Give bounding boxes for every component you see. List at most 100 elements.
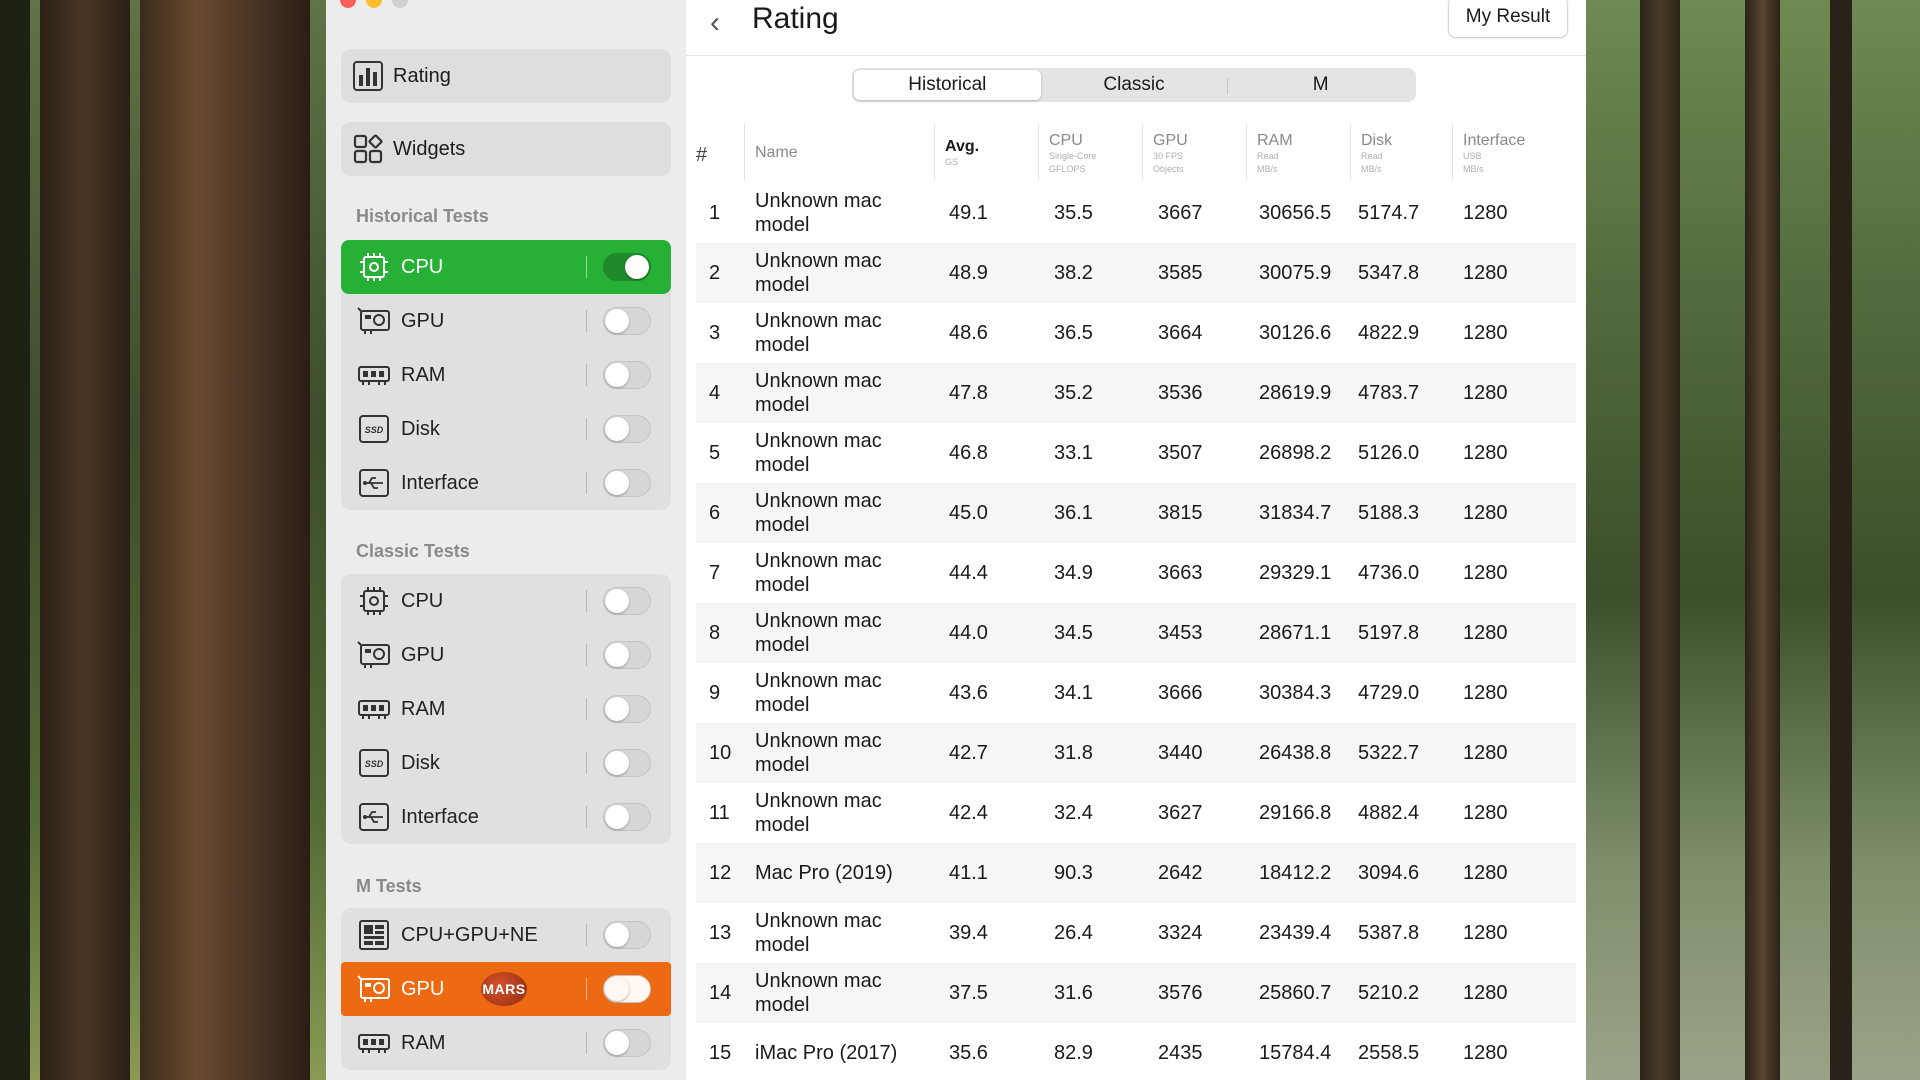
classic-cpu[interactable]: CPU [341,574,671,628]
toggle-switch[interactable] [603,1029,651,1057]
toggle-knob [605,309,629,333]
column-header-cpu[interactable]: CPU Single-Core GFLOPS [1038,124,1142,180]
toggle-switch[interactable] [603,695,651,723]
interface-cell: 1280 [1463,861,1508,884]
tree-trunk [1640,0,1680,1080]
ram-cell: 18412.2 [1259,861,1332,884]
column-header-name[interactable]: Name [744,124,934,180]
avg-cell: 37.5 [949,981,988,1004]
classic-ram[interactable]: RAM [341,682,671,736]
nav-rating[interactable]: Rating [341,49,671,103]
interface-cell: 1280 [1463,201,1508,224]
cpu-cell: 31.8 [1054,741,1093,764]
disk-cell: 4882.4 [1358,801,1420,824]
avg-cell: 41.1 [949,861,988,884]
tab-historical[interactable]: Historical [854,70,1041,100]
cpu-cell: 34.1 [1054,681,1093,704]
table-row[interactable]: 10 Unknown mac model 42.7 31.8 3440 26438.8 53… [696,723,1576,783]
divider [586,978,587,1000]
column-header-rank[interactable]: # [696,124,746,180]
m-gpu[interactable]: GPU MARS [341,962,671,1016]
avg-cell: 46.8 [949,441,988,464]
toggle-switch[interactable] [603,975,651,1003]
toggle-switch[interactable] [603,415,651,443]
cpu-cell: 31.6 [1054,981,1093,1004]
minimize-button[interactable] [366,0,382,8]
cpu-cell: 26.4 [1054,921,1093,944]
svg-text:SSD: SSD [365,425,384,435]
cpu-cell: 34.5 [1054,621,1093,644]
historical-gpu[interactable]: GPU [341,294,671,348]
table-row[interactable]: 8 Unknown mac model 44.0 34.5 3453 28671.1 519… [696,603,1576,663]
toggle-switch[interactable] [603,749,651,777]
table-row[interactable]: 12 Mac Pro (2019) 41.1 90.3 2642 18412.2 3094.… [696,843,1576,903]
cpu-cell: 33.1 [1054,441,1093,464]
column-header-avg[interactable]: Avg. GS [934,124,1038,180]
interface-cell: 1280 [1463,921,1508,944]
cpu-cell: 32.4 [1054,801,1093,824]
toggle-switch[interactable] [603,587,651,615]
table-row[interactable]: 6 Unknown mac model 45.0 36.1 3815 31834.7 518… [696,483,1576,543]
column-sub: MB/s [1257,164,1278,174]
gpu-cell: 3667 [1158,201,1203,224]
toggle-knob [605,589,629,613]
historical-disk[interactable]: SSD Disk [341,402,671,456]
name-cell: Unknown mac model [755,550,882,596]
close-button[interactable] [340,0,356,8]
column-sub: GFLOPS [1049,164,1086,174]
svg-text:SSD: SSD [365,759,384,769]
rank-cell: 9 [709,681,721,704]
disk-cell: 5126.0 [1358,441,1420,464]
tab-classic[interactable]: Classic [1103,74,1165,95]
table-row[interactable]: 15 iMac Pro (2017) 35.6 82.9 2435 15784.4 2558… [696,1023,1576,1080]
my-result-button[interactable]: My Result [1448,0,1568,38]
cpu-cell: 34.9 [1054,561,1093,584]
column-header-interface[interactable]: Interface USB MB/s [1452,124,1576,180]
table-row[interactable]: 13 Unknown mac model 39.4 26.4 3324 23439.4 53… [696,903,1576,963]
historical-interface[interactable]: Interface [341,456,671,510]
toggle-switch[interactable] [603,307,651,335]
m-ram[interactable]: RAM [341,1016,671,1070]
divider [586,1032,587,1054]
column-header-disk[interactable]: Disk Read MB/s [1350,124,1452,180]
table-row[interactable]: 9 Unknown mac model 43.6 34.1 3666 30384.3 472… [696,663,1576,723]
section-title-historical: Historical Tests [356,206,489,226]
tab-m[interactable]: M [1227,70,1414,100]
gpu-icon [357,974,391,1004]
classic-interface[interactable]: Interface [341,790,671,844]
window-controls [340,0,408,8]
zoom-button[interactable] [392,0,408,8]
toggle-switch[interactable] [603,253,651,281]
classic-disk[interactable]: SSD Disk [341,736,671,790]
table-row[interactable]: 14 Unknown mac model 37.5 31.6 3576 25860.7 52… [696,963,1576,1023]
toggle-knob [605,805,629,829]
table-row[interactable]: 11 Unknown mac model 42.4 32.4 3627 29166.8 48… [696,783,1576,843]
toggle-switch[interactable] [603,361,651,389]
interface-cell: 1280 [1463,981,1508,1004]
table-row[interactable]: 2 Unknown mac model 48.9 38.2 3585 30075.9 534… [696,243,1576,303]
nav-widgets[interactable]: Widgets [341,122,671,176]
column-header-ram[interactable]: RAM Read MB/s [1246,124,1350,180]
rank-cell: 12 [709,861,732,884]
m-cpu-gpu-ne[interactable]: CPU+GPU+NE [341,908,671,962]
toggle-switch[interactable] [603,469,651,497]
column-header-gpu[interactable]: GPU 30 FPS Objects [1142,124,1246,180]
cpu-cell: 38.2 [1054,261,1093,284]
interface-cell: 1280 [1463,321,1508,344]
back-button[interactable]: ‹ [710,6,720,39]
toggle-switch[interactable] [603,641,651,669]
table-row[interactable]: 4 Unknown mac model 47.8 35.2 3536 28619.9 478… [696,363,1576,423]
historical-ram[interactable]: RAM [341,348,671,402]
toggle-switch[interactable] [603,803,651,831]
name-cell: Unknown mac model [755,730,882,776]
table-row[interactable]: 1 Unknown mac model 49.1 35.5 3667 30656.5 517… [696,183,1576,243]
table-row[interactable]: 5 Unknown mac model 46.8 33.1 3507 26898.2 512… [696,423,1576,483]
historical-cpu[interactable]: CPU [341,240,671,294]
toggle-knob [605,697,629,721]
name-cell: Unknown mac model [755,610,882,656]
table-row[interactable]: 7 Unknown mac model 44.4 34.9 3663 29329.1 473… [696,543,1576,603]
toggle-switch[interactable] [603,921,651,949]
classic-gpu[interactable]: GPU [341,628,671,682]
divider [586,472,587,494]
table-row[interactable]: 3 Unknown mac model 48.6 36.5 3664 30126.6 482… [696,303,1576,363]
